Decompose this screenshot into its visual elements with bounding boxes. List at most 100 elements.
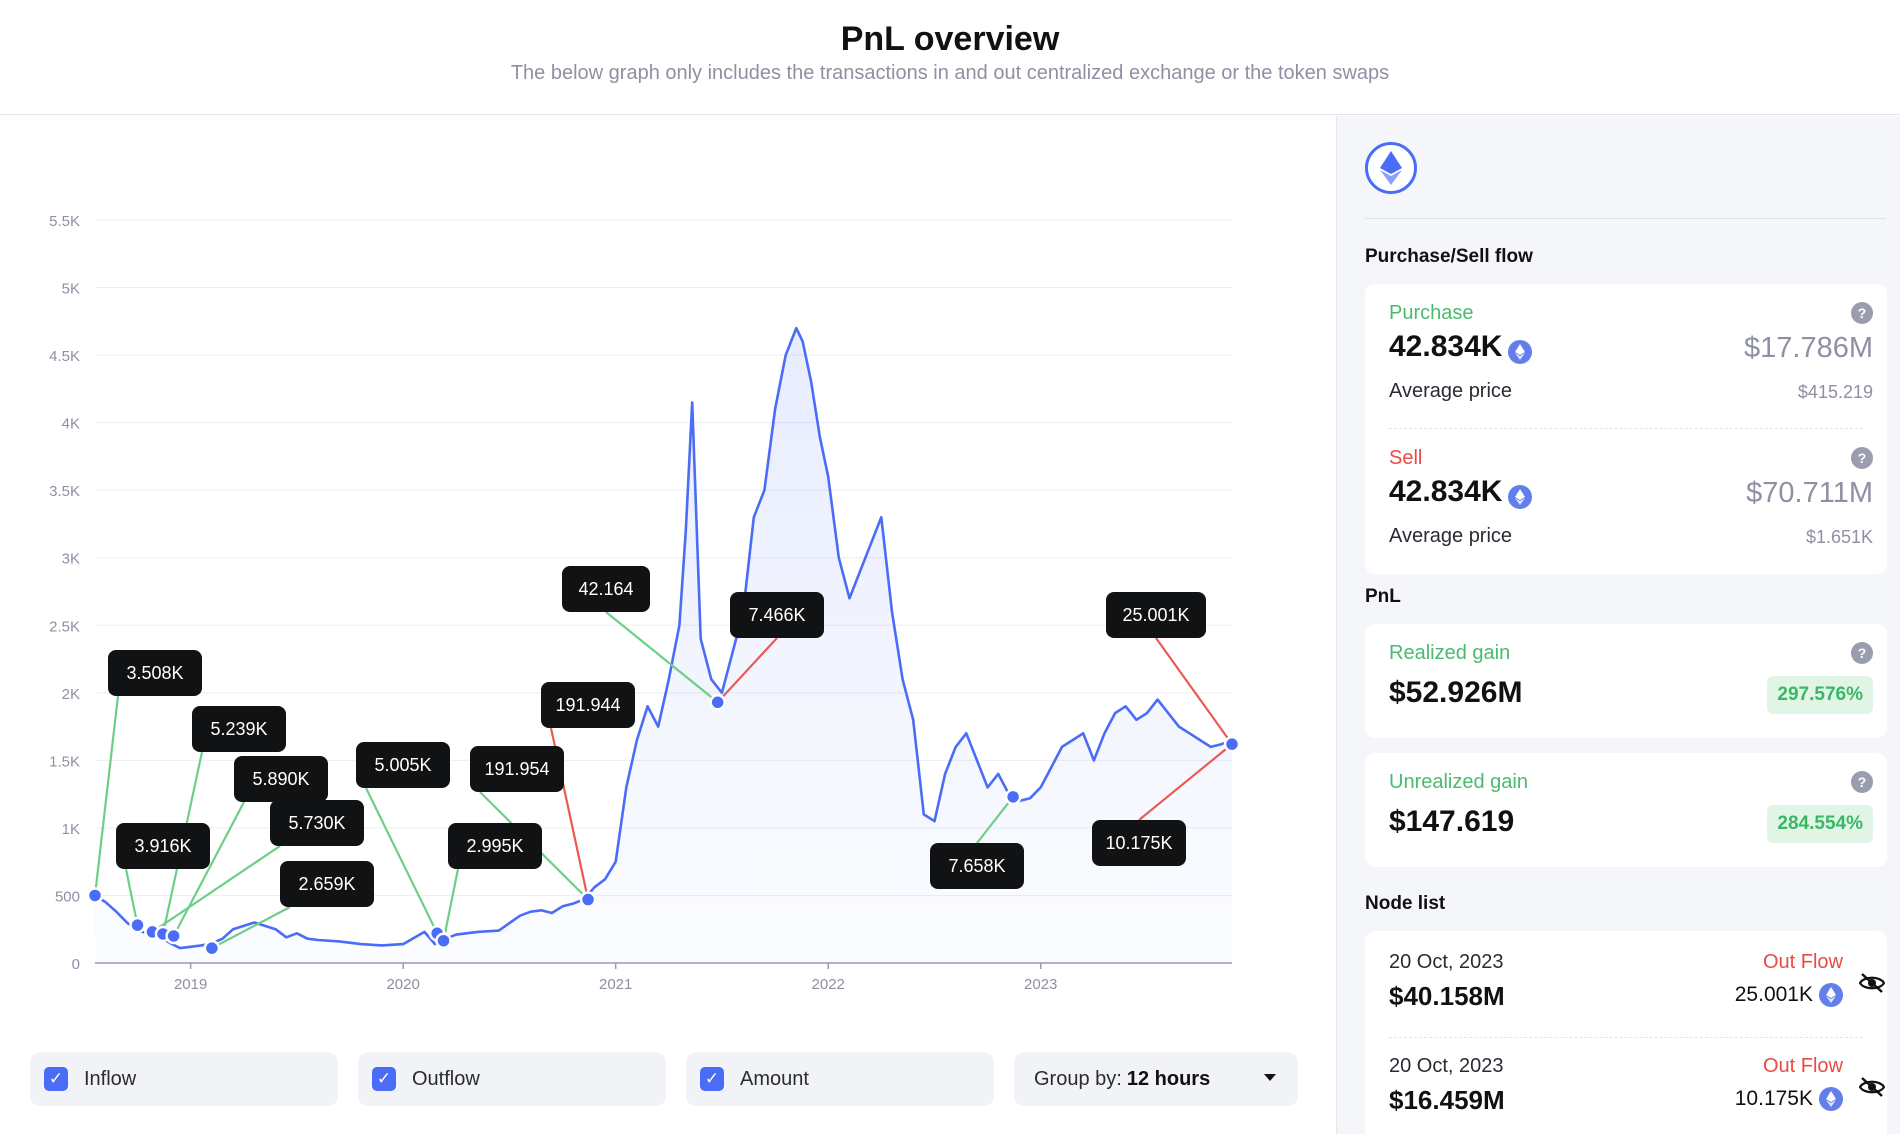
price-line bbox=[94, 326, 1233, 950]
annotation-label: 191.944 bbox=[555, 695, 620, 715]
ethereum-icon bbox=[1508, 484, 1533, 509]
annotation-connector bbox=[211, 906, 291, 950]
y-tick-label: 4K bbox=[62, 416, 80, 433]
annotation-connector bbox=[151, 845, 281, 933]
annotation-label: 7.466K bbox=[748, 605, 805, 625]
annotation-label: 2.659K bbox=[298, 874, 355, 894]
node-amount: 10.175K bbox=[1734, 1087, 1813, 1110]
checkbox-checked-icon[interactable]: ✓ bbox=[372, 1067, 396, 1091]
sell-amount-row: 42.834K bbox=[1389, 475, 1533, 509]
outflow-toggle[interactable]: ✓ Outflow bbox=[358, 1052, 666, 1106]
annotation-box bbox=[1092, 820, 1186, 866]
annotation-box bbox=[234, 756, 328, 802]
transaction-point[interactable] bbox=[129, 916, 146, 934]
annotation-connector bbox=[605, 611, 719, 704]
help-icon[interactable]: ? bbox=[1851, 302, 1873, 324]
annotation-connector bbox=[124, 868, 139, 926]
annotation-label: 10.175K bbox=[1105, 833, 1172, 853]
sell-avg-label: Average price bbox=[1389, 525, 1513, 547]
ethereum-icon bbox=[1819, 1087, 1843, 1112]
ethereum-icon bbox=[1508, 339, 1533, 364]
unrealized-gain-label: Unrealized gain bbox=[1389, 771, 1528, 793]
transaction-point[interactable] bbox=[709, 694, 726, 711]
y-tick-label: 3K bbox=[62, 551, 80, 568]
realized-gain-label: Realized gain bbox=[1389, 642, 1511, 664]
y-tick-label: 2K bbox=[62, 686, 80, 703]
transaction-point[interactable] bbox=[579, 891, 597, 908]
node-value: $16.459M bbox=[1389, 1085, 1505, 1115]
purchase-label: Purchase bbox=[1389, 302, 1474, 324]
annotation-box bbox=[116, 823, 210, 869]
eye-off-icon[interactable] bbox=[1858, 1077, 1886, 1102]
transaction-point[interactable] bbox=[86, 887, 104, 904]
transaction-point[interactable] bbox=[435, 932, 452, 949]
help-icon[interactable]: ? bbox=[1851, 447, 1873, 469]
annotation-connector bbox=[442, 868, 460, 941]
annotation-box bbox=[280, 861, 374, 907]
node-list-title: Node list bbox=[1365, 893, 1446, 914]
amount-toggle[interactable]: ✓ Amount bbox=[686, 1052, 994, 1106]
annotation-label: 3.916K bbox=[134, 836, 191, 856]
node-amount-row: 25.001K bbox=[1734, 983, 1843, 1008]
inflow-toggle[interactable]: ✓ Inflow bbox=[30, 1052, 338, 1106]
y-tick-label: 5.5K bbox=[49, 213, 80, 230]
realized-gain-percent: 297.576% bbox=[1767, 676, 1873, 714]
annotation-box bbox=[356, 742, 450, 788]
inflow-label: Inflow bbox=[84, 1067, 137, 1090]
purchase-avg-value: $415.219 bbox=[1797, 382, 1873, 402]
page-header: PnL overview The below graph only includ… bbox=[0, 0, 1900, 115]
annotation-box bbox=[930, 843, 1024, 889]
pnl-chart-area: 0 500 1K 1.5K 2K 2.5K 3K 3.5K 4K 4.5K 5K 5.5K 2019 20… bbox=[0, 116, 1336, 1134]
annotation-label: 5.730K bbox=[288, 813, 345, 833]
amount-label: Amount bbox=[740, 1067, 809, 1090]
node-amount: 25.001K bbox=[1734, 983, 1813, 1006]
annotation-connector bbox=[172, 801, 245, 937]
page-subtitle: The below graph only includes the transa… bbox=[510, 62, 1390, 84]
node-list-card: 20 Oct, 2023 Out Flow $40.158M 25.001K 2… bbox=[1365, 931, 1887, 1134]
node-value: $40.158M bbox=[1389, 981, 1505, 1011]
annotation-label: 25.001K bbox=[1122, 605, 1189, 625]
group-by-label: Group by: bbox=[1034, 1067, 1122, 1090]
help-icon[interactable]: ? bbox=[1851, 771, 1873, 793]
transaction-point[interactable] bbox=[1004, 788, 1022, 806]
checkbox-checked-icon[interactable]: ✓ bbox=[44, 1067, 68, 1091]
purchase-usd: $17.786M bbox=[1744, 332, 1873, 364]
annotation-box bbox=[448, 823, 542, 869]
annotation-connector bbox=[365, 787, 439, 934]
ethereum-icon bbox=[1819, 983, 1843, 1008]
y-tick-label: 4.5K bbox=[49, 348, 80, 365]
price-area bbox=[95, 328, 1232, 964]
annotation-label: 2.995K bbox=[466, 836, 523, 856]
node-list-item[interactable]: 20 Oct, 2023 Out Flow $16.459M 10.175K bbox=[1365, 1037, 1887, 1134]
y-tick-label: 1.5K bbox=[49, 753, 80, 770]
purchase-amount: 42.834K bbox=[1389, 330, 1503, 363]
group-by-select[interactable]: Group by: 12 hours bbox=[1014, 1052, 1298, 1106]
annotation-box bbox=[541, 682, 635, 728]
page-title: PnL overview bbox=[840, 20, 1060, 58]
eye-off-icon[interactable] bbox=[1858, 973, 1886, 998]
x-tick-label: 2020 bbox=[386, 976, 419, 993]
transaction-point[interactable] bbox=[203, 939, 221, 957]
unrealized-gain-card: Unrealized gain ? $147.619 284.554% bbox=[1365, 753, 1887, 867]
help-icon[interactable]: ? bbox=[1851, 642, 1873, 664]
annotation-connector bbox=[1138, 743, 1233, 821]
pnl-chart[interactable]: 0 500 1K 1.5K 2K 2.5K 3K 3.5K 4K 4.5K 5K 5.5K 2019 20… bbox=[0, 116, 1336, 1036]
divider bbox=[1365, 218, 1886, 219]
purchase-sell-card: Purchase ? 42.834K $17.786M Average pric… bbox=[1365, 284, 1887, 574]
checkbox-checked-icon[interactable]: ✓ bbox=[700, 1067, 724, 1091]
node-list-item[interactable]: 20 Oct, 2023 Out Flow $40.158M 25.001K bbox=[1365, 931, 1887, 1037]
x-tick-label: 2022 bbox=[812, 976, 845, 993]
unrealized-gain-percent: 284.554% bbox=[1767, 805, 1873, 843]
unrealized-gain-value: $147.619 bbox=[1389, 805, 1515, 838]
annotation-box bbox=[470, 746, 564, 792]
ethereum-icon bbox=[1365, 142, 1417, 194]
sell-usd: $70.711M bbox=[1746, 477, 1873, 509]
annotation-connector bbox=[1155, 637, 1233, 745]
transaction-point[interactable] bbox=[1223, 735, 1241, 753]
purchase-sell-title: Purchase/Sell flow bbox=[1365, 246, 1533, 267]
y-tick-label: 500 bbox=[55, 888, 80, 905]
side-panel: Purchase/Sell flow Purchase ? 42.834K $1… bbox=[1336, 116, 1900, 1134]
divider bbox=[1389, 1037, 1863, 1038]
transaction-point[interactable] bbox=[165, 927, 182, 945]
